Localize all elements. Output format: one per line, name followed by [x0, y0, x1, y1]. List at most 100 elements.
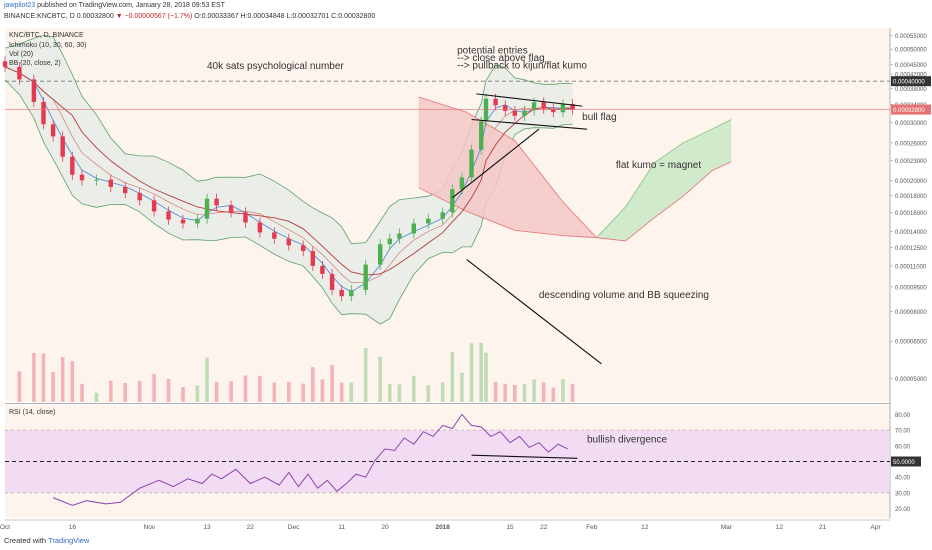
candle [378, 239, 383, 270]
candle [180, 214, 186, 229]
candle [151, 195, 157, 217]
candle [286, 233, 291, 251]
candle [479, 116, 484, 155]
candle-body [387, 238, 392, 245]
chart-annotation: --> pullback to kijun/flat kumo [457, 61, 587, 72]
volume-bar [378, 356, 382, 402]
rsi-tick-label: 20.00 [895, 507, 911, 513]
volume-bar [388, 384, 392, 402]
volume-bar [493, 382, 498, 402]
candle-body [123, 187, 128, 194]
price-tick-label: 0.00030000 [895, 121, 927, 127]
rsi-trendline [471, 454, 578, 459]
price-tick-label: 0.00012500 [895, 246, 927, 252]
candle [228, 200, 234, 218]
volume-bar [17, 371, 22, 402]
price-tick-label: 0.00008000 [895, 310, 927, 316]
candle [522, 105, 527, 121]
candle-body [551, 108, 556, 113]
price-tick-label: 0.00045000 [895, 63, 927, 69]
time-tick-label: 12 [641, 524, 649, 531]
volume-bar [551, 387, 556, 402]
volume-bar [479, 342, 483, 402]
kumo-bullish-fill [596, 119, 732, 241]
footer: Created with TradingView [4, 536, 89, 545]
candle-body [570, 104, 575, 110]
time-tick-label: 22 [247, 524, 255, 531]
candle-body [31, 79, 37, 102]
rsi-value-label: 50.0000 [893, 460, 915, 466]
candle [503, 100, 508, 116]
candle [243, 207, 248, 228]
candle-body [411, 223, 416, 234]
volume-bar [214, 381, 219, 402]
volume-bar [109, 380, 113, 402]
candle [166, 206, 171, 225]
candle-body [378, 244, 383, 265]
volume-bar [513, 385, 517, 402]
candle-body [180, 219, 186, 224]
candle-body [363, 264, 368, 290]
time-tick-label: 22 [540, 524, 548, 531]
price-tick-label: 0.00042000 [895, 73, 927, 79]
volume-bar [272, 382, 277, 402]
volume-bar [440, 382, 445, 402]
candle-body [204, 198, 210, 219]
candle [214, 193, 219, 211]
candle-body [493, 98, 498, 106]
candle-body [329, 273, 335, 290]
candle [257, 217, 263, 238]
time-tick-label: 21 [819, 524, 827, 531]
volume-bar [426, 385, 431, 402]
price-tick-label: 0.00011000 [895, 264, 927, 270]
volume-bar [320, 379, 325, 402]
candle [123, 182, 128, 199]
chart-annotation: --> close above flag [457, 53, 545, 64]
volume-bar [532, 379, 536, 402]
author-link[interactable]: jawpilot23 [4, 2, 36, 9]
candle [387, 233, 392, 250]
candle [469, 144, 474, 183]
rsi-tick-label: 40.00 [895, 476, 911, 482]
time-tick-label: 15 [506, 524, 514, 531]
candle-body [339, 289, 344, 297]
legend-entry: Vol (20) [9, 51, 33, 58]
volume-bar [561, 379, 565, 402]
volume-bar [460, 372, 464, 402]
tradingview-logo[interactable]: TradingView [48, 536, 90, 545]
candle [329, 269, 335, 295]
candle-body [522, 110, 527, 116]
candle-body [228, 205, 234, 213]
volume-bar [311, 367, 315, 402]
candle [94, 174, 99, 186]
candle [79, 169, 85, 186]
candle-body [272, 232, 277, 239]
candle-body [503, 105, 508, 111]
candle [411, 218, 416, 239]
candle-body [108, 179, 113, 187]
candle [31, 74, 37, 107]
volume-bar [570, 383, 575, 402]
rsi-line [52, 413, 568, 506]
price-label-text: 0.00040000 [893, 80, 925, 86]
time-tick-label: 12 [776, 524, 784, 531]
candle [2, 56, 8, 72]
volume-bar [229, 381, 233, 402]
candle [60, 131, 65, 162]
volume-bar [301, 383, 305, 402]
candle-body [214, 198, 219, 206]
candle [137, 188, 142, 206]
candle-body [320, 265, 325, 274]
rsi-tick-label: 60.00 [895, 444, 911, 450]
candle [272, 227, 277, 244]
candle-body [151, 200, 157, 212]
volume-bar [349, 382, 354, 402]
candle-body [440, 212, 445, 219]
kumo-bullish-span-a [596, 119, 732, 238]
candle [440, 207, 445, 224]
volume-bar [258, 375, 262, 402]
time-tick-label: 13 [203, 524, 211, 531]
time-tick-label: 11 [338, 524, 345, 531]
